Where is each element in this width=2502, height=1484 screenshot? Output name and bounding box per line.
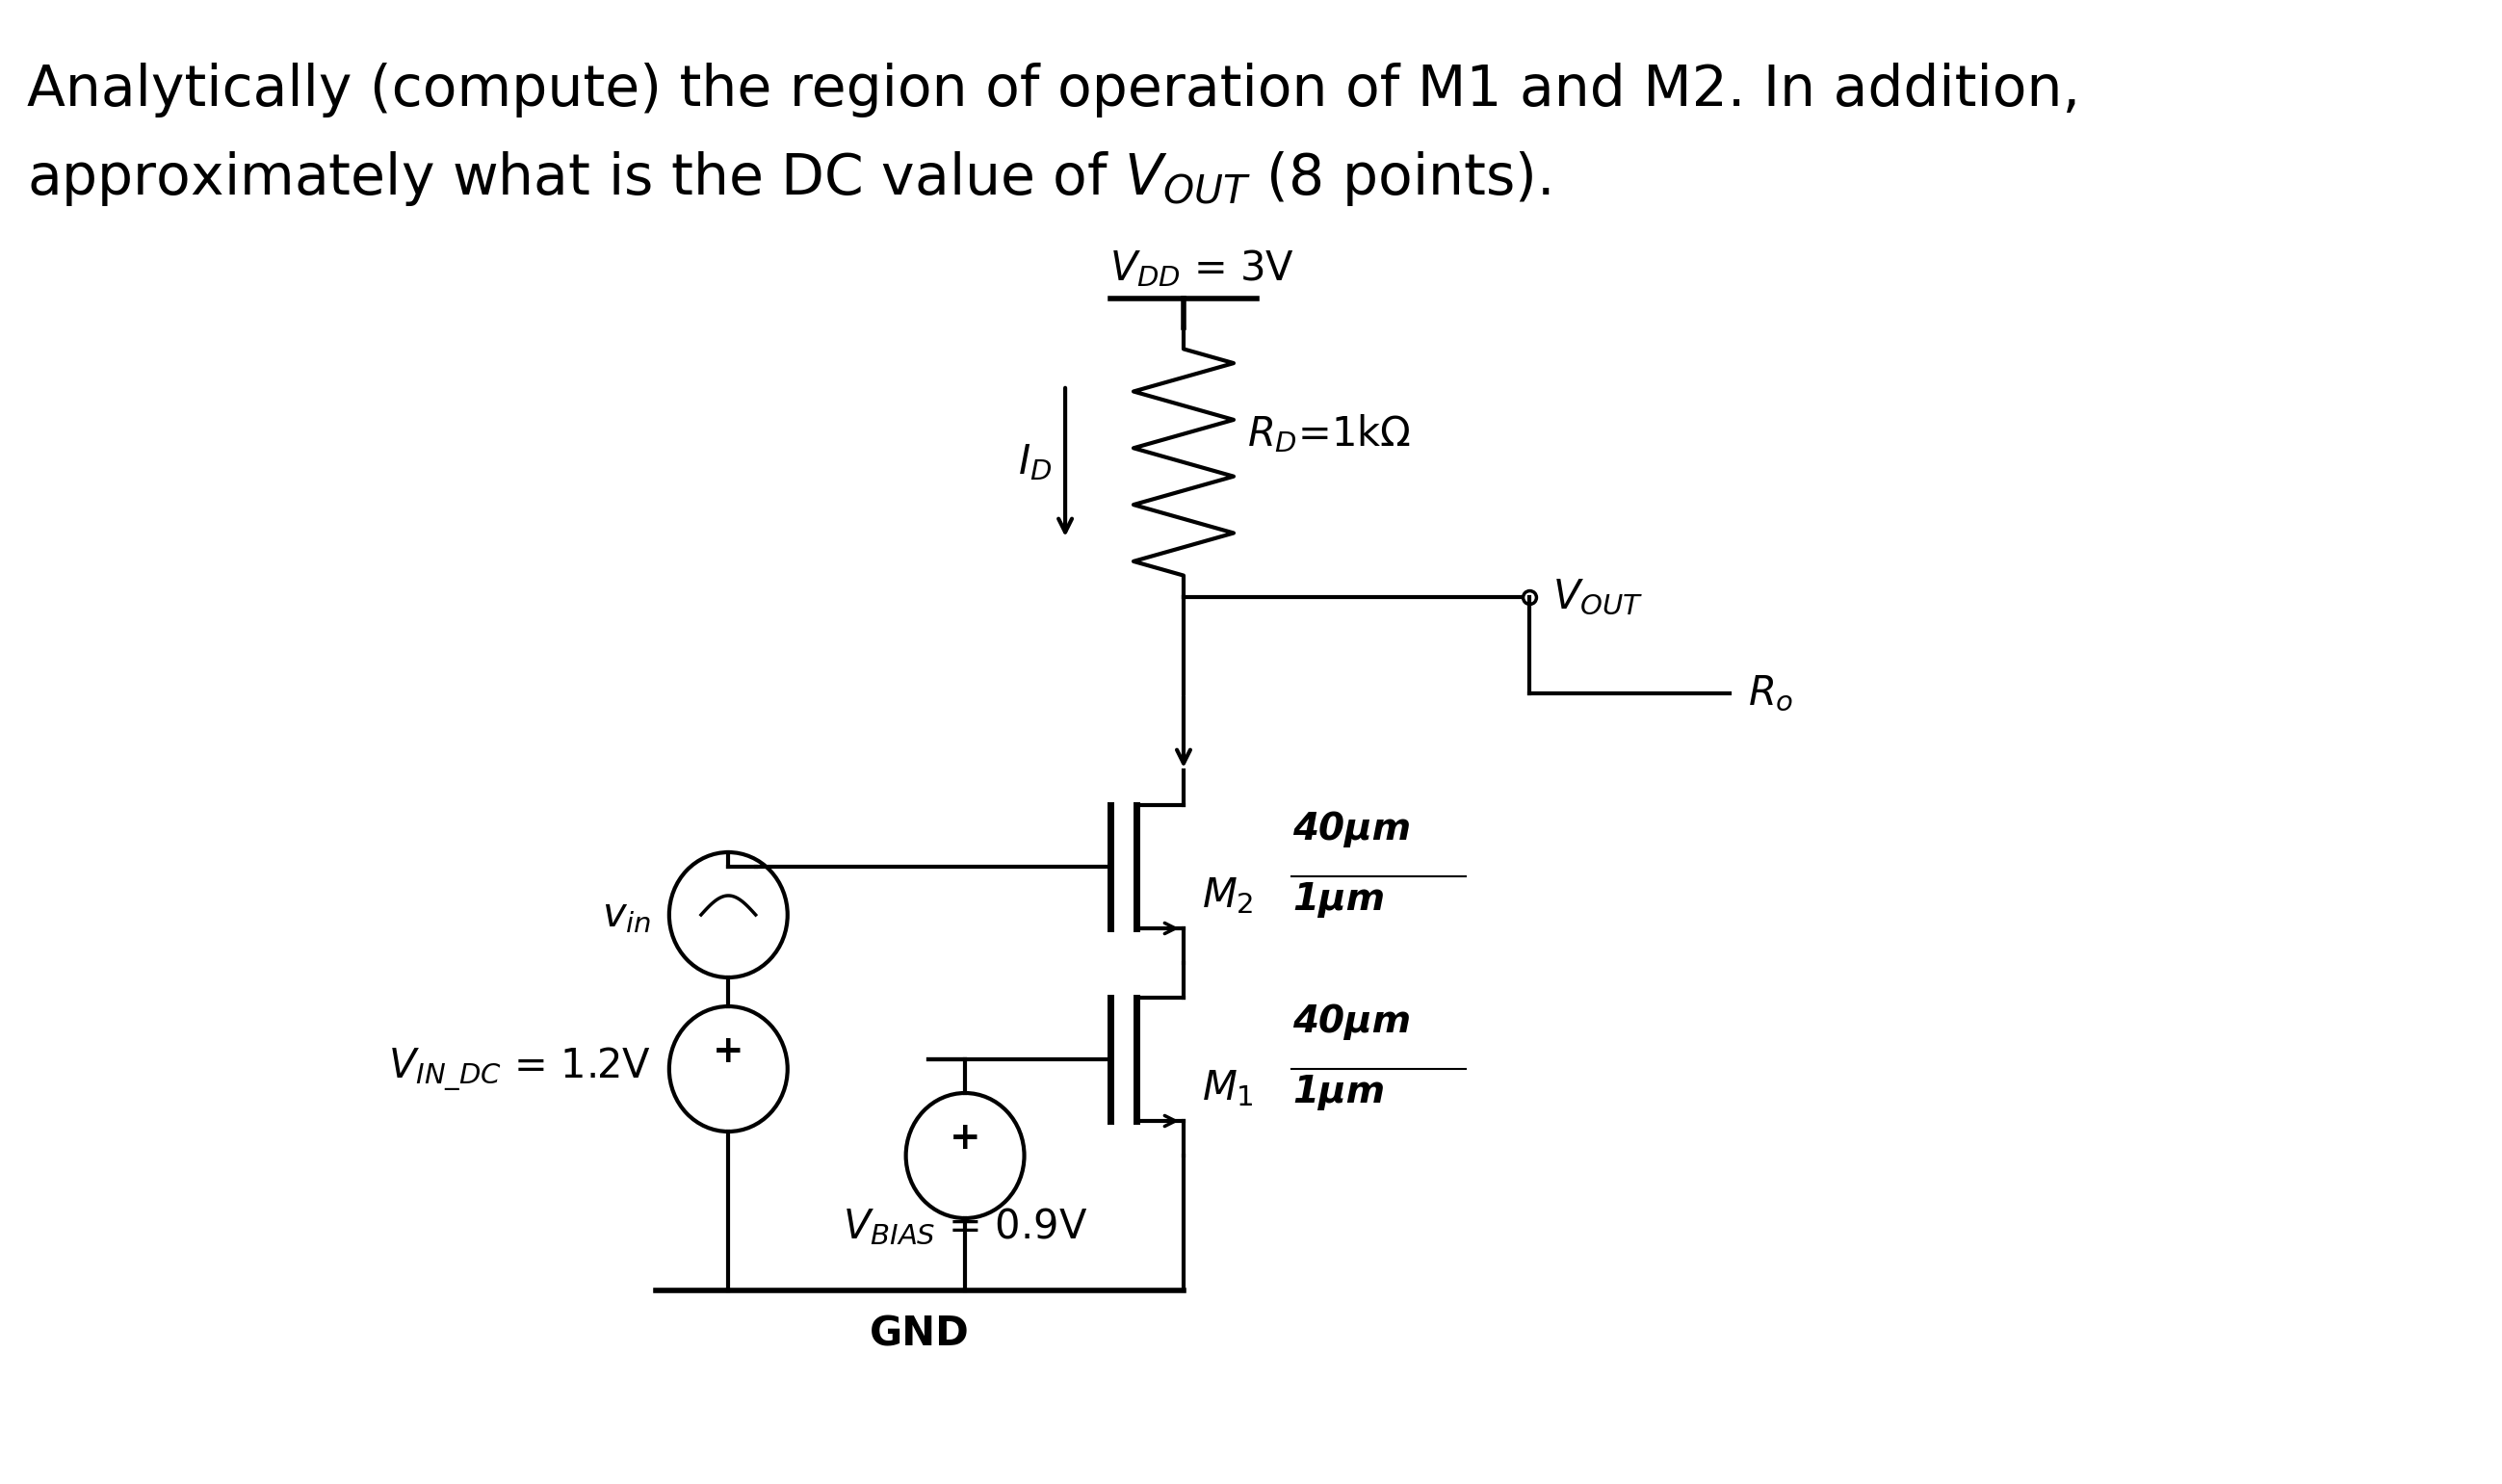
Text: 1μm: 1μm	[1294, 1074, 1386, 1110]
Text: GND: GND	[871, 1315, 968, 1355]
Text: $M_1$: $M_1$	[1201, 1068, 1254, 1109]
Text: +: +	[948, 1120, 981, 1156]
Text: approximately what is the DC value of $V_{OUT}$ (8 points).: approximately what is the DC value of $V…	[28, 150, 1551, 208]
Text: 40μm: 40μm	[1294, 810, 1411, 847]
Text: $V_{DD}$ = 3V: $V_{DD}$ = 3V	[1108, 248, 1294, 289]
Text: $v_{in}$: $v_{in}$	[600, 895, 651, 935]
Text: $R_D$=1kΩ: $R_D$=1kΩ	[1248, 413, 1411, 454]
Text: $I_D$: $I_D$	[1018, 442, 1051, 482]
Text: $V_{IN\_DC}$ = 1.2V: $V_{IN\_DC}$ = 1.2V	[388, 1045, 651, 1094]
Text: 40μm: 40μm	[1294, 1003, 1411, 1040]
Text: $M_2$: $M_2$	[1201, 876, 1254, 916]
Text: +: +	[713, 1033, 743, 1070]
Text: Analytically (compute) the region of operation of M1 and M2. In addition,: Analytically (compute) the region of ope…	[28, 62, 2082, 117]
Text: 1μm: 1μm	[1294, 881, 1386, 917]
Text: $R_o$: $R_o$	[1749, 674, 1794, 714]
Text: $V_{BIAS}$ = 0.9V: $V_{BIAS}$ = 0.9V	[843, 1206, 1088, 1247]
Text: $V_{OUT}$: $V_{OUT}$	[1551, 577, 1644, 617]
